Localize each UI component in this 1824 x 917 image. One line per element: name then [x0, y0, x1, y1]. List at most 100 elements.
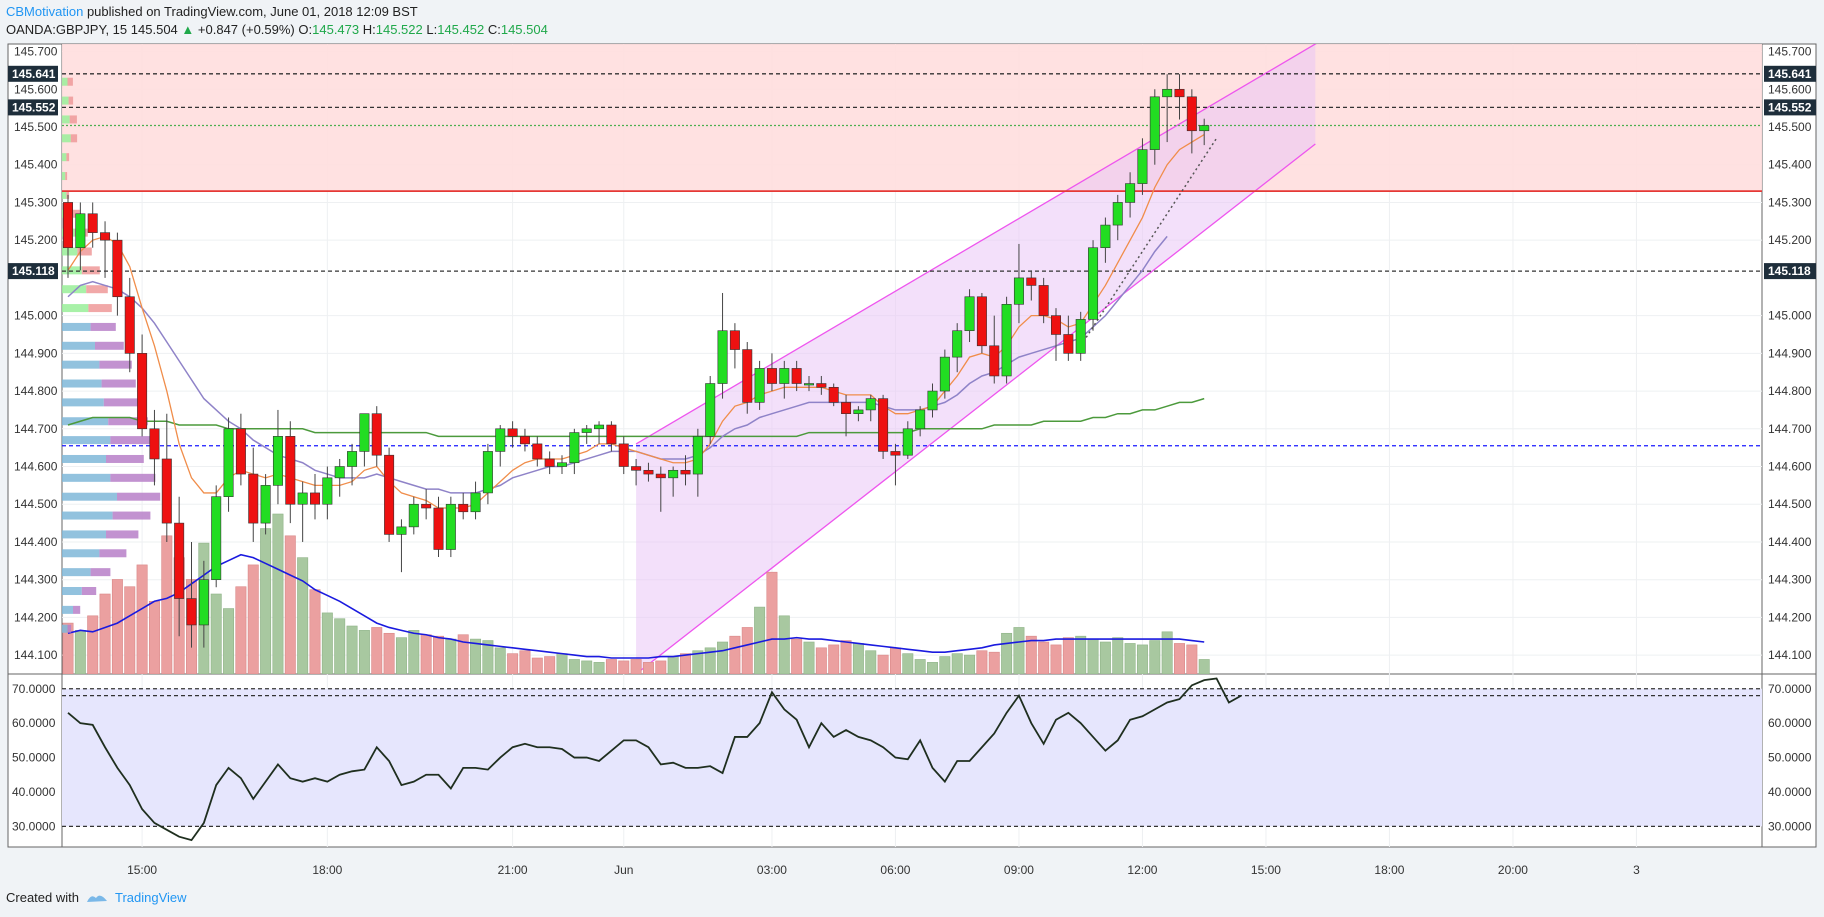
profile-up-bar — [62, 77, 68, 86]
profile-up-bar — [62, 568, 91, 577]
candle-body — [1075, 319, 1086, 354]
volume-bar — [1124, 643, 1136, 674]
publish-line: CBMotivation published on TradingView.co… — [6, 3, 1816, 21]
candle-body — [878, 398, 889, 452]
volume-bar — [1112, 637, 1124, 674]
candle-body — [347, 451, 358, 467]
volume-bar — [902, 653, 914, 674]
up-triangle-icon: ▲ — [181, 22, 195, 37]
volume-bar — [951, 653, 963, 674]
volume-bar — [865, 650, 877, 674]
low-value: 145.452 — [437, 22, 485, 37]
resistance-zone — [62, 44, 1762, 192]
close-label: C: — [487, 22, 501, 37]
volume-bar — [988, 651, 1000, 674]
candle-body — [223, 428, 234, 497]
profile-down-bar — [90, 322, 116, 331]
price-badge-right — [1764, 263, 1816, 280]
price-tick-right: 144.900 — [1768, 346, 1812, 360]
candle-body — [557, 462, 567, 467]
profile-down-bar — [103, 398, 140, 407]
osc-tick-left: 30.0000 — [12, 819, 56, 833]
profile-down-bar — [73, 605, 81, 614]
volume-bar — [605, 659, 617, 674]
candle-body — [952, 330, 963, 358]
candle-body — [532, 443, 543, 460]
candle-body — [87, 213, 98, 233]
price-tick-right: 145.200 — [1768, 233, 1812, 247]
volume-bar — [914, 659, 926, 674]
volume-bar — [544, 656, 556, 674]
candle-body — [1125, 183, 1136, 203]
volume-bar — [494, 647, 506, 674]
volume-bar — [1186, 644, 1198, 674]
candle-body — [766, 368, 777, 384]
volume-bar — [507, 653, 519, 674]
volume-bar — [815, 647, 827, 674]
price-badge-left — [8, 99, 58, 116]
chart-header: CBMotivation published on TradingView.co… — [6, 3, 1816, 39]
volume-bar — [260, 528, 272, 674]
volume-bar — [457, 634, 469, 674]
profile-down-bar — [95, 341, 124, 350]
price-pane — [62, 44, 1762, 674]
candle-body — [445, 503, 456, 550]
osc-tick-right: 60.0000 — [1768, 716, 1812, 730]
volume-bar — [482, 640, 494, 674]
tradingview-link[interactable]: TradingView — [114, 890, 187, 905]
price-tick-right: 145.600 — [1768, 82, 1812, 96]
price-badge-left-text: 145.641 — [12, 67, 56, 81]
profile-up-bar — [62, 398, 104, 407]
volume-bar — [556, 653, 568, 674]
publisher-link[interactable]: CBMotivation — [6, 4, 84, 19]
candle-body — [359, 413, 370, 452]
volume-bar — [309, 589, 321, 674]
time-tick-label: Jun — [614, 863, 633, 877]
volume-bar — [828, 644, 840, 674]
volume-bar — [470, 638, 482, 674]
candle-body — [643, 469, 654, 475]
candle-body — [310, 492, 320, 505]
profile-down-bar — [108, 417, 148, 426]
candle-body — [729, 330, 740, 350]
volume-bar — [395, 637, 407, 674]
profile-down-bar — [117, 492, 161, 501]
candle-body — [124, 296, 135, 354]
sma-mid-line — [67, 235, 1168, 494]
osc-tick-right: 30.0000 — [1768, 819, 1812, 833]
profile-up-bar — [62, 247, 78, 256]
volume-bar — [642, 662, 654, 674]
candle-body — [470, 492, 481, 513]
candle-body — [1174, 88, 1185, 98]
symbol-label: OANDA:GBPJPY, 15 — [6, 22, 128, 37]
profile-up-bar — [62, 96, 69, 105]
candle-body — [482, 451, 493, 494]
candle-body — [655, 473, 666, 479]
profile-up-bar — [62, 511, 113, 520]
volume-bar — [729, 635, 741, 674]
price-tick-left: 144.800 — [14, 384, 58, 398]
price-tick-right: 145.300 — [1768, 195, 1812, 209]
volume-bar — [1038, 641, 1050, 674]
candle-body — [742, 349, 753, 403]
profile-down-bar — [81, 266, 100, 275]
volume-bar — [136, 564, 148, 674]
price-tick-right: 144.300 — [1768, 573, 1812, 587]
price-tick-left: 145.300 — [14, 195, 58, 209]
price-tick-left: 144.300 — [14, 573, 58, 587]
volume-bar — [124, 586, 136, 674]
volume-bar — [62, 622, 74, 674]
candle-body — [1112, 202, 1123, 226]
volume-bar — [939, 656, 951, 674]
candle-body — [235, 428, 246, 475]
volume-bar — [87, 615, 99, 674]
volume-bar — [1149, 640, 1161, 674]
volume-bar — [519, 650, 531, 674]
profile-up-bar — [62, 624, 68, 633]
open-value: 145.473 — [312, 22, 360, 37]
volume-bar — [420, 634, 432, 674]
candle-body — [1026, 277, 1037, 286]
candle-body — [927, 390, 938, 411]
osc-tick-right: 40.0000 — [1768, 785, 1812, 799]
